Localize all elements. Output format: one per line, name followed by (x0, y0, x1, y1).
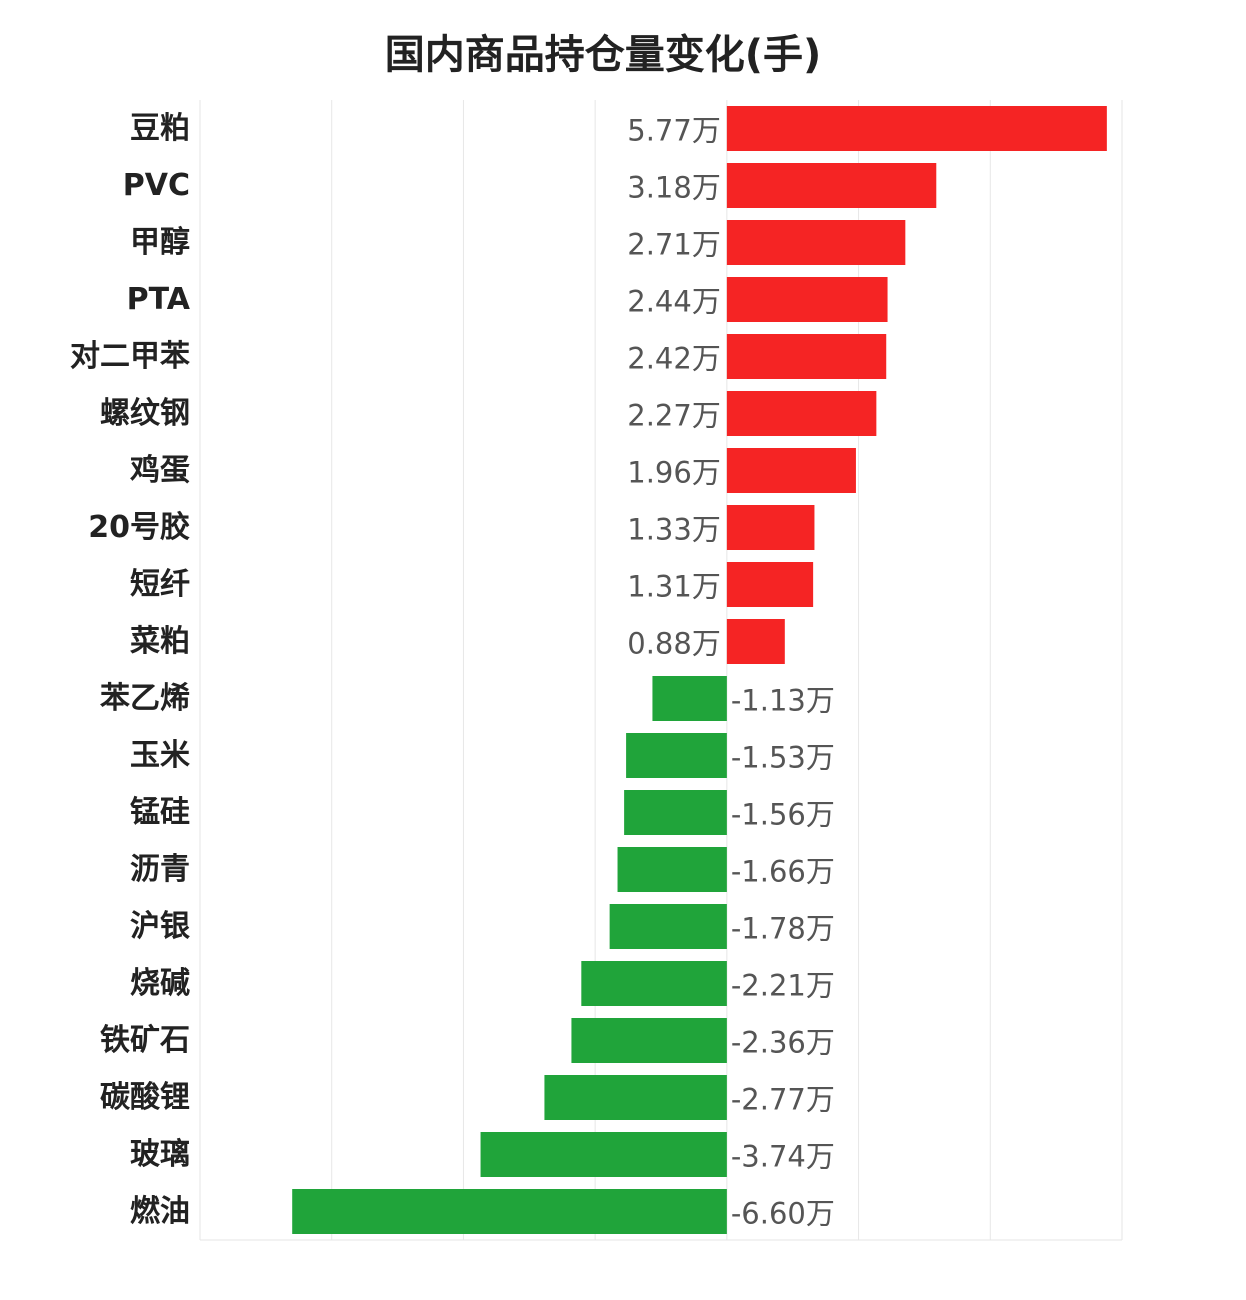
bar-9 (726, 619, 785, 664)
bar-2 (726, 220, 906, 265)
category-label-18: 玻璃 (130, 1137, 190, 1172)
bar-11 (626, 733, 727, 778)
value-label-5: 2.27万 (627, 399, 721, 433)
bar-7 (726, 505, 815, 550)
value-label-18: -3.74万 (731, 1140, 835, 1174)
value-label-3: 2.44万 (627, 285, 721, 319)
value-label-11: -1.53万 (731, 741, 835, 775)
category-label-16: 铁矿石 (100, 1023, 190, 1058)
value-label-15: -2.21万 (731, 969, 835, 1003)
value-label-1: 3.18万 (627, 171, 721, 205)
category-label-8: 短纤 (130, 567, 190, 602)
chart-title: 国内商品持仓量变化(手) (384, 32, 822, 78)
category-label-9: 菜粕 (130, 624, 190, 659)
bar-4 (726, 334, 887, 379)
value-label-13: -1.66万 (731, 855, 835, 889)
category-label-0: 豆粕 (130, 111, 190, 146)
bar-6 (726, 448, 856, 493)
value-label-12: -1.56万 (731, 798, 835, 832)
bar-13 (617, 847, 727, 892)
category-label-19: 燃油 (130, 1194, 190, 1229)
value-label-16: -2.36万 (731, 1026, 835, 1060)
value-labels: 5.77万 3.18万 2.71万 2.44万 2.42万 2.27万 1.96万 1.33万… (627, 114, 835, 1231)
bar-18 (480, 1132, 727, 1177)
category-label-2: 甲醇 (130, 225, 190, 260)
value-label-4: 2.42万 (627, 342, 721, 376)
bar-14 (609, 904, 727, 949)
bar-0 (726, 106, 1107, 151)
bars (292, 106, 1107, 1234)
value-label-19: -6.60万 (731, 1197, 835, 1231)
category-label-11: 玉米 (130, 738, 190, 773)
bar-19 (292, 1189, 727, 1234)
category-label-3: PTA (127, 282, 191, 317)
value-label-8: 1.31万 (627, 570, 721, 604)
value-label-9: 0.88万 (627, 627, 721, 661)
grid-lines (199, 100, 1123, 1241)
bar-17 (544, 1075, 727, 1120)
category-label-4: 对二甲苯 (70, 339, 190, 374)
value-label-0: 5.77万 (627, 114, 721, 148)
bar-5 (726, 391, 877, 436)
bar-15 (581, 961, 727, 1006)
category-label-17: 碳酸锂 (100, 1080, 190, 1115)
category-label-7: 20号胶 (88, 510, 190, 545)
value-label-17: -2.77万 (731, 1083, 835, 1117)
category-label-12: 锰硅 (130, 795, 190, 830)
value-label-10: -1.13万 (731, 684, 835, 718)
bar-16 (571, 1018, 727, 1063)
bar-12 (624, 790, 727, 835)
category-label-13: 沥青 (130, 852, 190, 887)
bar-1 (726, 163, 937, 208)
value-label-14: -1.78万 (731, 912, 835, 946)
value-label-6: 1.96万 (627, 456, 721, 490)
value-label-2: 2.71万 (627, 228, 721, 262)
value-label-7: 1.33万 (627, 513, 721, 547)
category-label-15: 烧碱 (130, 966, 190, 1001)
bar-3 (726, 277, 888, 322)
category-label-10: 苯乙烯 (100, 681, 190, 716)
category-label-5: 螺纹钢 (100, 396, 190, 431)
category-label-14: 沪银 (130, 909, 190, 944)
category-label-1: PVC (123, 168, 190, 203)
category-label-6: 鸡蛋 (130, 453, 190, 488)
bar-10 (652, 676, 727, 721)
bar-8 (726, 562, 814, 607)
